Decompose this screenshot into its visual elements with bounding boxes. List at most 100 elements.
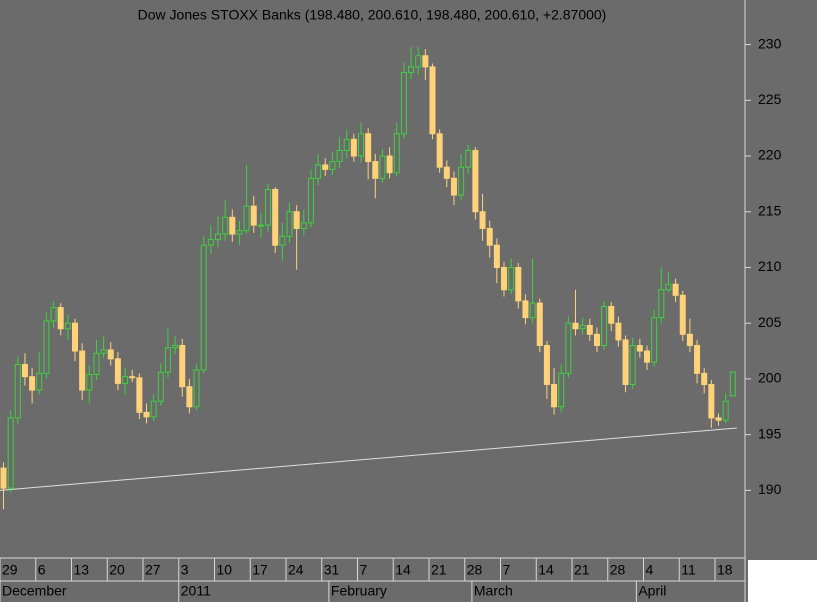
candle-body [672,283,679,296]
y-tick-label: 220 [758,147,782,163]
month-label: March [474,583,513,599]
candle-body [150,400,157,418]
candle-body [422,55,429,68]
candle-body [250,205,257,226]
y-tick-label: 225 [758,91,782,107]
month-label: February [331,583,387,599]
candle-body [458,166,465,196]
candle-body [107,349,114,360]
candle-body [172,344,179,349]
x-tick-label: 21 [574,562,590,578]
x-tick-label: 3 [181,562,189,578]
candle-body [72,322,78,352]
candle-body [408,66,415,73]
candle-body [136,377,143,413]
x-tick-label: 28 [467,562,483,578]
candle-body [651,317,658,363]
candle-body [193,369,200,408]
x-tick-label: 18 [717,562,733,578]
candle-body [243,205,250,232]
candle-body [143,411,150,418]
candle-body [429,66,436,135]
candle-body [272,188,279,246]
candle-body [486,227,493,246]
x-tick-label: 24 [288,562,304,578]
candle-body [265,188,272,226]
x-tick-label: 14 [395,562,411,578]
candle-body [515,266,522,302]
candle-body [343,138,350,151]
candle-body [715,417,722,421]
month-label: 2011 [181,583,211,599]
candle-body [236,230,243,235]
candle-body [658,289,665,319]
candle-body [300,222,307,229]
candle-body [400,71,407,135]
x-tick-label: 31 [324,562,340,578]
candle-body [365,133,372,163]
candle-body [79,350,86,391]
candle-body [601,305,608,346]
candle-body [86,373,93,391]
month-label: April [638,583,666,599]
x-tick-label: 29 [2,562,18,578]
x-tick-label: 17 [252,562,268,578]
candle-body [629,344,636,385]
candle-body [7,417,14,489]
candle-body [0,467,7,489]
candle-body [93,352,100,375]
candle-body [164,347,171,373]
candle-body [379,155,386,179]
candle-body [29,376,36,391]
candle-body [21,363,28,378]
candle-body [450,177,457,196]
trendline [0,427,737,491]
candle-body [415,55,422,68]
candle-body [200,244,207,371]
candle-body [43,320,50,374]
candle-body [14,363,21,419]
candle-body [465,149,472,168]
candle-body [622,339,629,385]
candle-body [686,333,693,346]
candle-body [436,133,443,168]
candle-body [729,371,736,397]
candle-body [644,350,650,363]
candle-body [615,322,622,341]
candle-body [129,376,136,379]
candle-body [579,324,586,330]
y-tick-label: 215 [758,202,782,218]
candle-body [536,302,543,346]
candle-body [229,216,236,235]
candle-body [565,322,572,374]
x-tick-label: 6 [38,562,46,578]
candle-body [572,322,579,330]
x-tick-label: 27 [145,562,161,578]
candle-body [293,211,300,229]
candle-body [64,322,71,330]
candle-body [551,383,558,408]
candle-body [386,155,393,174]
candle-body [493,244,500,268]
corner [748,560,817,602]
x-tick-label: 4 [646,562,654,578]
candle-body [114,358,121,384]
y-tick-label: 200 [758,370,782,386]
y-tick-label: 190 [758,481,782,497]
candle-body [179,344,186,388]
candle-body [529,302,536,319]
y-tick-label: 195 [758,425,782,441]
y-tick-label: 205 [758,314,782,330]
x-tick-label: 28 [610,562,626,578]
candle-body [701,372,708,385]
candle-body [286,211,293,237]
candle-body [501,266,507,291]
candle-body [694,344,701,374]
candle-body [50,307,57,322]
x-tick-label: 13 [74,562,90,578]
candle-body [157,371,164,402]
candle-body [636,344,643,352]
candle-body [543,344,550,385]
